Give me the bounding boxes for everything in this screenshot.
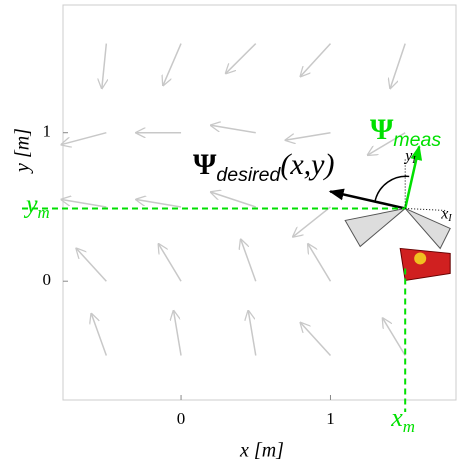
symbol: Ψ [370,113,394,146]
vector-arrow [163,43,182,86]
vector-arrow [102,43,106,89]
y-tick-label: 0 [43,270,52,289]
subscript: m [38,203,50,222]
vector-arrow [293,206,331,237]
psi-desired-arrow [328,188,406,210]
vector-arrow [286,131,331,140]
vector-arrow [368,132,406,155]
x-tick-label: 1 [326,409,335,428]
vector-arrow [62,131,107,145]
subscript: meas [393,129,441,151]
robot [328,144,451,282]
psi-meas-arrow [403,144,423,209]
y-tick-label: 1 [43,122,52,141]
subscript: I [411,156,416,167]
vector-arrow [390,43,406,89]
vector-arrow [62,200,107,208]
robot-hub [414,252,427,265]
annotation-x-m: xm [390,403,415,436]
vector-arrow [248,311,257,356]
body-x-axis [405,207,446,211]
symbol: x [390,403,403,432]
annotation-psi-meas: Ψmeas [370,113,441,151]
vector-arrow [91,314,108,356]
robot-wings [344,207,451,250]
vector-arrow [226,43,257,74]
annotation-y-m: ym [23,189,50,222]
args: (x,y) [280,148,334,181]
vector-arrow [308,244,332,282]
x-axis-label: x [m] [239,440,284,462]
vector-arrow [211,125,256,134]
vector-arrow [159,244,182,282]
vector-arrow [211,192,257,208]
symbol: x [440,205,448,222]
subscript: I [447,214,452,225]
vector-field [62,43,406,356]
vector-arrow [383,318,406,356]
symbol: y [23,189,38,218]
symbol: y [403,147,413,164]
angle-arc [374,175,410,201]
subscript: desired [216,164,281,186]
vector-arrow [301,323,332,356]
subscript: m [403,417,415,436]
annotation-psi-desired: Ψdesired(x,y) [193,148,335,186]
annotation-x-I: xI [440,205,452,225]
vector-arrow [301,43,332,77]
annotation-y-I: yI [403,147,416,167]
x-tick-label: 0 [177,409,186,428]
vector-arrow [174,311,182,356]
y-axis-label: y [m] [12,128,34,174]
symbol: Ψ [193,148,217,181]
vector-arrow [136,200,182,208]
vector-arrow [76,249,107,282]
vector-arrow [241,240,257,282]
robot-tail [399,247,451,282]
